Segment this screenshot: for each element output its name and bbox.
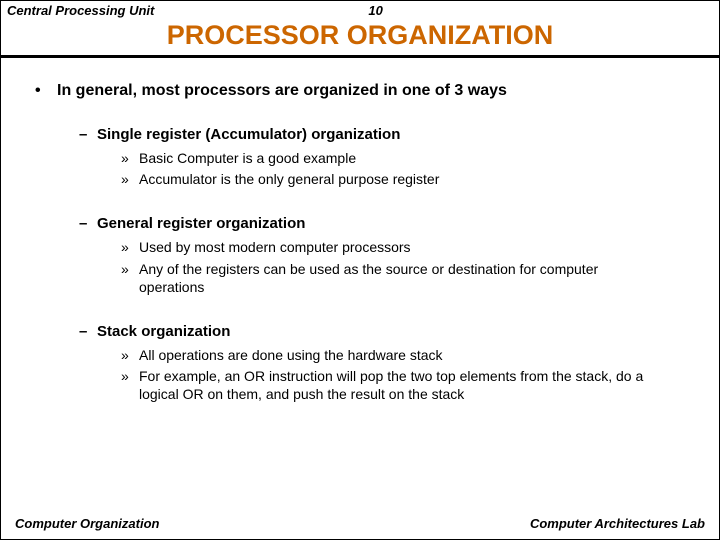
section-item-text: All operations are done using the hardwa… xyxy=(139,346,443,364)
section-item-text: Basic Computer is a good example xyxy=(139,149,356,167)
section-item-text: For example, an OR instruction will pop … xyxy=(139,367,665,403)
section-item: » All operations are done using the hard… xyxy=(121,346,665,364)
section-item: » Any of the registers can be used as th… xyxy=(121,260,665,296)
section-item-text: Used by most modern computer processors xyxy=(139,238,411,256)
slide-title: PROCESSOR ORGANIZATION xyxy=(1,18,719,55)
section-item: » Used by most modern computer processor… xyxy=(121,238,665,256)
intro-text: In general, most processors are organize… xyxy=(57,82,507,100)
raquo-icon: » xyxy=(121,367,139,403)
raquo-icon: » xyxy=(121,238,139,256)
section-heading-text: Single register (Accumulator) organizati… xyxy=(97,126,400,143)
section-heading: – Stack organization xyxy=(79,323,685,340)
section-heading-text: Stack organization xyxy=(97,323,230,340)
section-heading: – General register organization xyxy=(79,215,685,232)
slide-header: Central Processing Unit 10 xyxy=(1,1,719,18)
raquo-icon: » xyxy=(121,170,139,188)
bullet-icon: • xyxy=(35,82,57,100)
footer-right: Computer Architectures Lab xyxy=(530,516,705,531)
section-item: » Basic Computer is a good example xyxy=(121,149,665,167)
section-heading-text: General register organization xyxy=(97,215,305,232)
section-item: » Accumulator is the only general purpos… xyxy=(121,170,665,188)
section-item: » For example, an OR instruction will po… xyxy=(121,367,665,403)
intro-bullet: • In general, most processors are organi… xyxy=(35,82,685,100)
slide-content: • In general, most processors are organi… xyxy=(1,58,719,404)
section-item-text: Accumulator is the only general purpose … xyxy=(139,170,439,188)
header-page-number: 10 xyxy=(368,3,382,18)
section-heading: – Single register (Accumulator) organiza… xyxy=(79,126,685,143)
footer-left: Computer Organization xyxy=(15,516,159,531)
dash-icon: – xyxy=(79,215,97,232)
raquo-icon: » xyxy=(121,149,139,167)
raquo-icon: » xyxy=(121,260,139,296)
header-topic: Central Processing Unit xyxy=(7,3,154,18)
slide-footer: Computer Organization Computer Architect… xyxy=(1,516,719,531)
raquo-icon: » xyxy=(121,346,139,364)
section-item-text: Any of the registers can be used as the … xyxy=(139,260,665,296)
dash-icon: – xyxy=(79,126,97,143)
dash-icon: – xyxy=(79,323,97,340)
